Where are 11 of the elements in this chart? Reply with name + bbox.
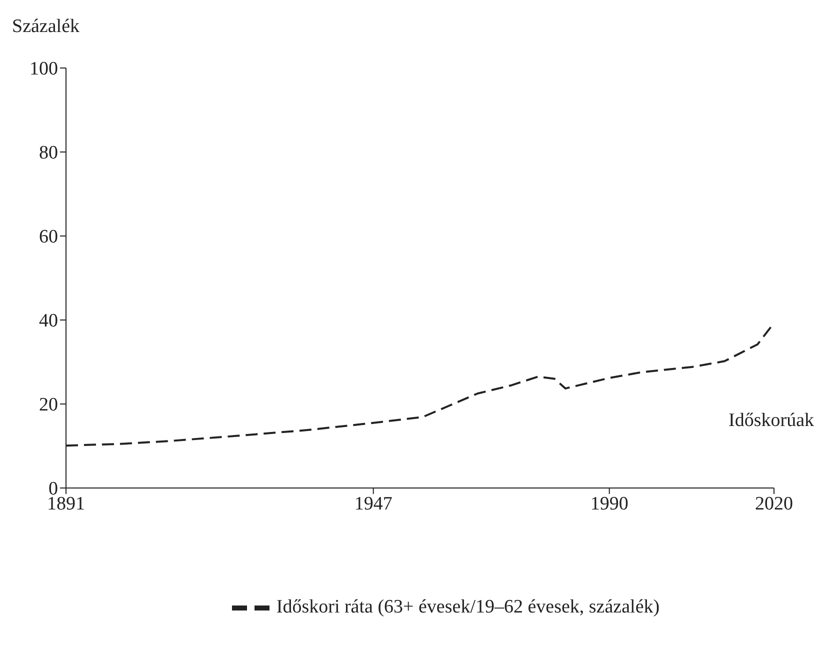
y-tick-label: 80 [39, 142, 58, 164]
y-tick-label: 60 [39, 226, 58, 248]
x-tick-label: 1947 [354, 493, 392, 514]
y-tick-label: 100 [30, 58, 58, 80]
legend-label: Időskori ráta (63+ évesek/19–62 évesek, százalék) [276, 596, 660, 618]
y-tick-label: 20 [39, 394, 58, 416]
y-tick-label: 40 [39, 310, 58, 332]
x-tick-label: 1990 [590, 493, 628, 514]
x-tick-label: 2020 [755, 493, 793, 514]
y-axis-title: Százalék [12, 16, 80, 38]
annotation: Időskorúak [728, 410, 814, 432]
